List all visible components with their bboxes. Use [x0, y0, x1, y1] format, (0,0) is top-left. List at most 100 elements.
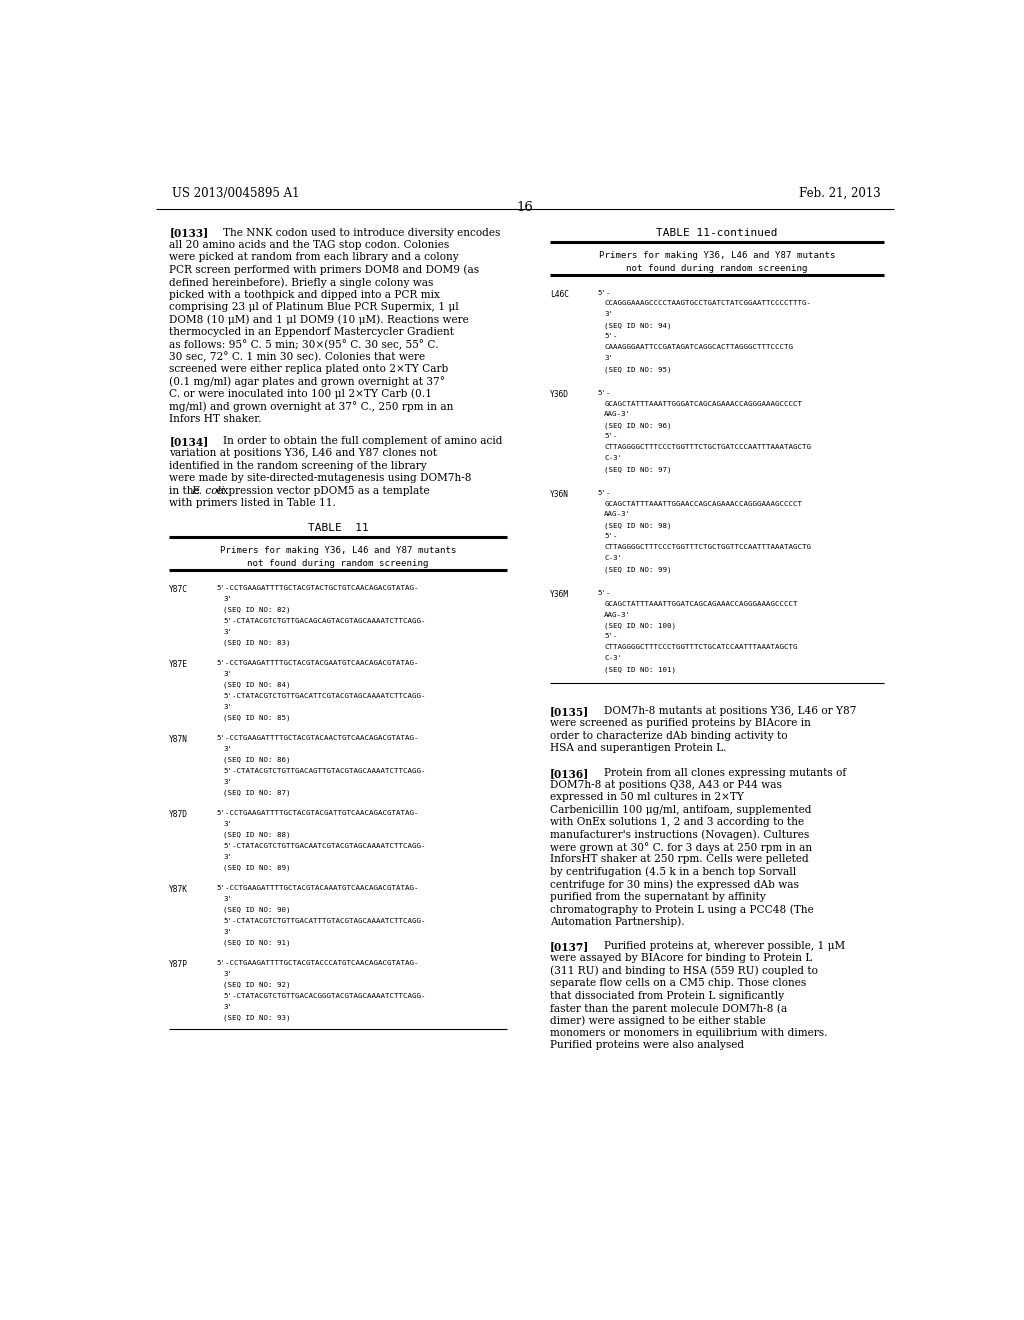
Text: (SEQ ID NO: 88): (SEQ ID NO: 88)	[223, 832, 291, 838]
Text: 5'-CCTGAAGATTTTGCTACGTACTGCTGTCAACAGACGTATAG-: 5'-CCTGAAGATTTTGCTACGTACTGCTGTCAACAGACGT…	[217, 585, 420, 590]
Text: PCR screen performed with primers DOM8 and DOM9 (as: PCR screen performed with primers DOM8 a…	[169, 265, 479, 276]
Text: Y36M: Y36M	[550, 590, 569, 598]
Text: 3': 3'	[604, 355, 613, 362]
Text: dimer) were assigned to be either stable: dimer) were assigned to be either stable	[550, 1015, 766, 1026]
Text: manufacturer's instructions (Novagen). Cultures: manufacturer's instructions (Novagen). C…	[550, 830, 809, 841]
Text: (311 RU) and binding to HSA (559 RU) coupled to: (311 RU) and binding to HSA (559 RU) cou…	[550, 966, 818, 977]
Text: Primers for making Y36, L46 and Y87 mutants: Primers for making Y36, L46 and Y87 muta…	[220, 546, 456, 554]
Text: variation at positions Y36, L46 and Y87 clones not: variation at positions Y36, L46 and Y87 …	[169, 449, 437, 458]
Text: CAAAGGGAATTCCGATAGATCAGGCACTTAGGGCTTTCCCTG: CAAAGGGAATTCCGATAGATCAGGCACTTAGGGCTTTCCC…	[604, 345, 794, 350]
Text: thermocycled in an Eppendorf Mastercycler Gradient: thermocycled in an Eppendorf Mastercycle…	[169, 327, 455, 337]
Text: TABLE 11-continued: TABLE 11-continued	[656, 227, 777, 238]
Text: screened were either replica plated onto 2×TY Carb: screened were either replica plated onto…	[169, 364, 449, 374]
Text: AAG-3': AAG-3'	[604, 412, 631, 417]
Text: Infors HT shaker.: Infors HT shaker.	[169, 413, 262, 424]
Text: 3': 3'	[604, 312, 613, 318]
Text: 3': 3'	[223, 821, 232, 826]
Text: (SEQ ID NO: 100): (SEQ ID NO: 100)	[604, 623, 676, 630]
Text: GCAGCTATTTAAATTGGAACCAGCAGAAACCAGGGAAAGCCCCT: GCAGCTATTTAAATTGGAACCAGCAGAAACCAGGGAAAGC…	[604, 500, 802, 507]
Text: Y36D: Y36D	[550, 389, 569, 399]
Text: 3': 3'	[223, 779, 232, 784]
Text: (SEQ ID NO: 96): (SEQ ID NO: 96)	[604, 422, 672, 429]
Text: TABLE  11: TABLE 11	[307, 523, 369, 533]
Text: picked with a toothpick and dipped into a PCR mix: picked with a toothpick and dipped into …	[169, 289, 440, 300]
Text: [0137]: [0137]	[550, 941, 590, 952]
Text: 5'-: 5'-	[598, 590, 611, 595]
Text: InforsHT shaker at 250 rpm. Cells were pelleted: InforsHT shaker at 250 rpm. Cells were p…	[550, 854, 809, 865]
Text: (SEQ ID NO: 87): (SEQ ID NO: 87)	[223, 789, 291, 796]
Text: Purified proteins at, wherever possible, 1 μM: Purified proteins at, wherever possible,…	[604, 941, 845, 950]
Text: GCAGCTATTTAAATTGGGATCAGCAGAAACCAGGGAAAGCCCCT: GCAGCTATTTAAATTGGGATCAGCAGAAACCAGGGAAAGC…	[604, 400, 802, 407]
Text: 5'-CTATACGTCTGTTGACATTCGTACGTAGCAAAATCTTCAGG-: 5'-CTATACGTCTGTTGACATTCGTACGTAGCAAAATCTT…	[223, 693, 426, 698]
Text: 5'-: 5'-	[604, 634, 617, 639]
Text: 5'-: 5'-	[604, 433, 617, 440]
Text: (SEQ ID NO: 94): (SEQ ID NO: 94)	[604, 322, 672, 329]
Text: US 2013/0045895 A1: US 2013/0045895 A1	[172, 187, 299, 199]
Text: 5'-CCTGAAGATTTTGCTACGTACCCATGTCAACAGACGTATAG-: 5'-CCTGAAGATTTTGCTACGTACCCATGTCAACAGACGT…	[217, 960, 420, 966]
Text: with OnEx solutions 1, 2 and 3 according to the: with OnEx solutions 1, 2 and 3 according…	[550, 817, 804, 828]
Text: 5'-: 5'-	[598, 389, 611, 396]
Text: (SEQ ID NO: 85): (SEQ ID NO: 85)	[223, 714, 291, 721]
Text: 5'-CCTGAAGATTTTGCTACGTACGAATGTCAACAGACGTATAG-: 5'-CCTGAAGATTTTGCTACGTACGAATGTCAACAGACGT…	[217, 660, 420, 665]
Text: 3': 3'	[223, 746, 232, 751]
Text: (0.1 mg/ml) agar plates and grown overnight at 37°: (0.1 mg/ml) agar plates and grown overni…	[169, 376, 445, 387]
Text: 5'-CTATACGTCTGTTGACAGTTGTACGTAGCAAAATCTTCAGG-: 5'-CTATACGTCTGTTGACAGTTGTACGTAGCAAAATCTT…	[223, 768, 426, 774]
Text: Y87D: Y87D	[169, 809, 188, 818]
Text: 5'-CCTGAAGATTTTGCTACGTACGATTGTCAACAGACGTATAG-: 5'-CCTGAAGATTTTGCTACGTACGATTGTCAACAGACGT…	[217, 809, 420, 816]
Text: mg/ml) and grown overnight at 37° C., 250 rpm in an: mg/ml) and grown overnight at 37° C., 25…	[169, 401, 454, 412]
Text: Primers for making Y36, L46 and Y87 mutants: Primers for making Y36, L46 and Y87 muta…	[599, 251, 836, 260]
Text: chromatography to Protein L using a PCC48 (The: chromatography to Protein L using a PCC4…	[550, 904, 814, 915]
Text: CTTAGGGGCTTTCCCTGGTTTCTGCATCCAATTTAAATAGCTG: CTTAGGGGCTTTCCCTGGTTTCTGCATCCAATTTAAATAG…	[604, 644, 798, 651]
Text: not found during random screening: not found during random screening	[626, 264, 808, 273]
Text: faster than the parent molecule DOM7h-8 (a: faster than the parent molecule DOM7h-8 …	[550, 1003, 787, 1014]
Text: DOM8 (10 μM) and 1 μl DOM9 (10 μM). Reactions were: DOM8 (10 μM) and 1 μl DOM9 (10 μM). Reac…	[169, 314, 469, 325]
Text: [0135]: [0135]	[550, 706, 590, 717]
Text: order to characterize dAb binding activity to: order to characterize dAb binding activi…	[550, 731, 787, 741]
Text: with primers listed in Table 11.: with primers listed in Table 11.	[169, 498, 336, 508]
Text: 5'-: 5'-	[598, 289, 611, 296]
Text: (SEQ ID NO: 90): (SEQ ID NO: 90)	[223, 907, 291, 913]
Text: Y87K: Y87K	[169, 884, 188, 894]
Text: (SEQ ID NO: 97): (SEQ ID NO: 97)	[604, 466, 672, 473]
Text: 16: 16	[516, 201, 534, 214]
Text: (SEQ ID NO: 95): (SEQ ID NO: 95)	[604, 367, 672, 372]
Text: monomers or monomers in equilibrium with dimers.: monomers or monomers in equilibrium with…	[550, 1028, 827, 1038]
Text: defined hereinbefore). Briefly a single colony was: defined hereinbefore). Briefly a single …	[169, 277, 433, 288]
Text: were assayed by BIAcore for binding to Protein L: were assayed by BIAcore for binding to P…	[550, 953, 812, 964]
Text: 5'-CCTGAAGATTTTGCTACGTACAAATGTCAACAGACGTATAG-: 5'-CCTGAAGATTTTGCTACGTACAAATGTCAACAGACGT…	[217, 884, 420, 891]
Text: separate flow cells on a CM5 chip. Those clones: separate flow cells on a CM5 chip. Those…	[550, 978, 807, 989]
Text: CTTAGGGGCTTTCCCTGGTTTCTGCTGGTTCCAATTTAAATAGCTG: CTTAGGGGCTTTCCCTGGTTTCTGCTGGTTCCAATTTAAA…	[604, 544, 811, 550]
Text: In order to obtain the full complement of amino acid: In order to obtain the full complement o…	[223, 436, 503, 446]
Text: that dissociated from Protein L significantly: that dissociated from Protein L signific…	[550, 990, 784, 1001]
Text: by centrifugation (4.5 k in a bench top Sorvall: by centrifugation (4.5 k in a bench top …	[550, 867, 797, 878]
Text: DOM7h-8 mutants at positions Y36, L46 or Y87: DOM7h-8 mutants at positions Y36, L46 or…	[604, 706, 857, 715]
Text: were picked at random from each library and a colony: were picked at random from each library …	[169, 252, 459, 263]
Text: were grown at 30° C. for 3 days at 250 rpm in an: were grown at 30° C. for 3 days at 250 r…	[550, 842, 812, 853]
Text: were made by site-directed-mutagenesis using DOM7h-8: were made by site-directed-mutagenesis u…	[169, 474, 472, 483]
Text: (SEQ ID NO: 83): (SEQ ID NO: 83)	[223, 640, 291, 645]
Text: Carbenicillin 100 μg/ml, antifoam, supplemented: Carbenicillin 100 μg/ml, antifoam, suppl…	[550, 805, 812, 814]
Text: (SEQ ID NO: 91): (SEQ ID NO: 91)	[223, 940, 291, 946]
Text: (SEQ ID NO: 99): (SEQ ID NO: 99)	[604, 566, 672, 573]
Text: 3': 3'	[223, 896, 232, 902]
Text: purified from the supernatant by affinity: purified from the supernatant by affinit…	[550, 891, 766, 902]
Text: expression vector pDOM5 as a template: expression vector pDOM5 as a template	[213, 486, 430, 496]
Text: Feb. 21, 2013: Feb. 21, 2013	[799, 187, 881, 199]
Text: [0136]: [0136]	[550, 768, 590, 779]
Text: 3': 3'	[223, 854, 232, 859]
Text: C-3': C-3'	[604, 556, 623, 561]
Text: AAG-3': AAG-3'	[604, 611, 631, 618]
Text: 3': 3'	[223, 970, 232, 977]
Text: centrifuge for 30 mins) the expressed dAb was: centrifuge for 30 mins) the expressed dA…	[550, 879, 799, 890]
Text: (SEQ ID NO: 86): (SEQ ID NO: 86)	[223, 756, 291, 763]
Text: [0134]: [0134]	[169, 436, 209, 447]
Text: Protein from all clones expressing mutants of: Protein from all clones expressing mutan…	[604, 768, 847, 777]
Text: 3': 3'	[223, 671, 232, 677]
Text: 5'-CTATACGTCTGTTGACATTTGTACGTAGCAAAATCTTCAGG-: 5'-CTATACGTCTGTTGACATTTGTACGTAGCAAAATCTT…	[223, 917, 426, 924]
Text: Y87C: Y87C	[169, 585, 188, 594]
Text: The NNK codon used to introduce diversity encodes: The NNK codon used to introduce diversit…	[223, 227, 501, 238]
Text: Y87N: Y87N	[169, 735, 188, 743]
Text: (SEQ ID NO: 93): (SEQ ID NO: 93)	[223, 1015, 291, 1022]
Text: (SEQ ID NO: 82): (SEQ ID NO: 82)	[223, 607, 291, 612]
Text: 5'-CTATACGTCTGTTGACAGCAGTACGTAGCAAAATCTTCAGG-: 5'-CTATACGTCTGTTGACAGCAGTACGTAGCAAAATCTT…	[223, 618, 426, 623]
